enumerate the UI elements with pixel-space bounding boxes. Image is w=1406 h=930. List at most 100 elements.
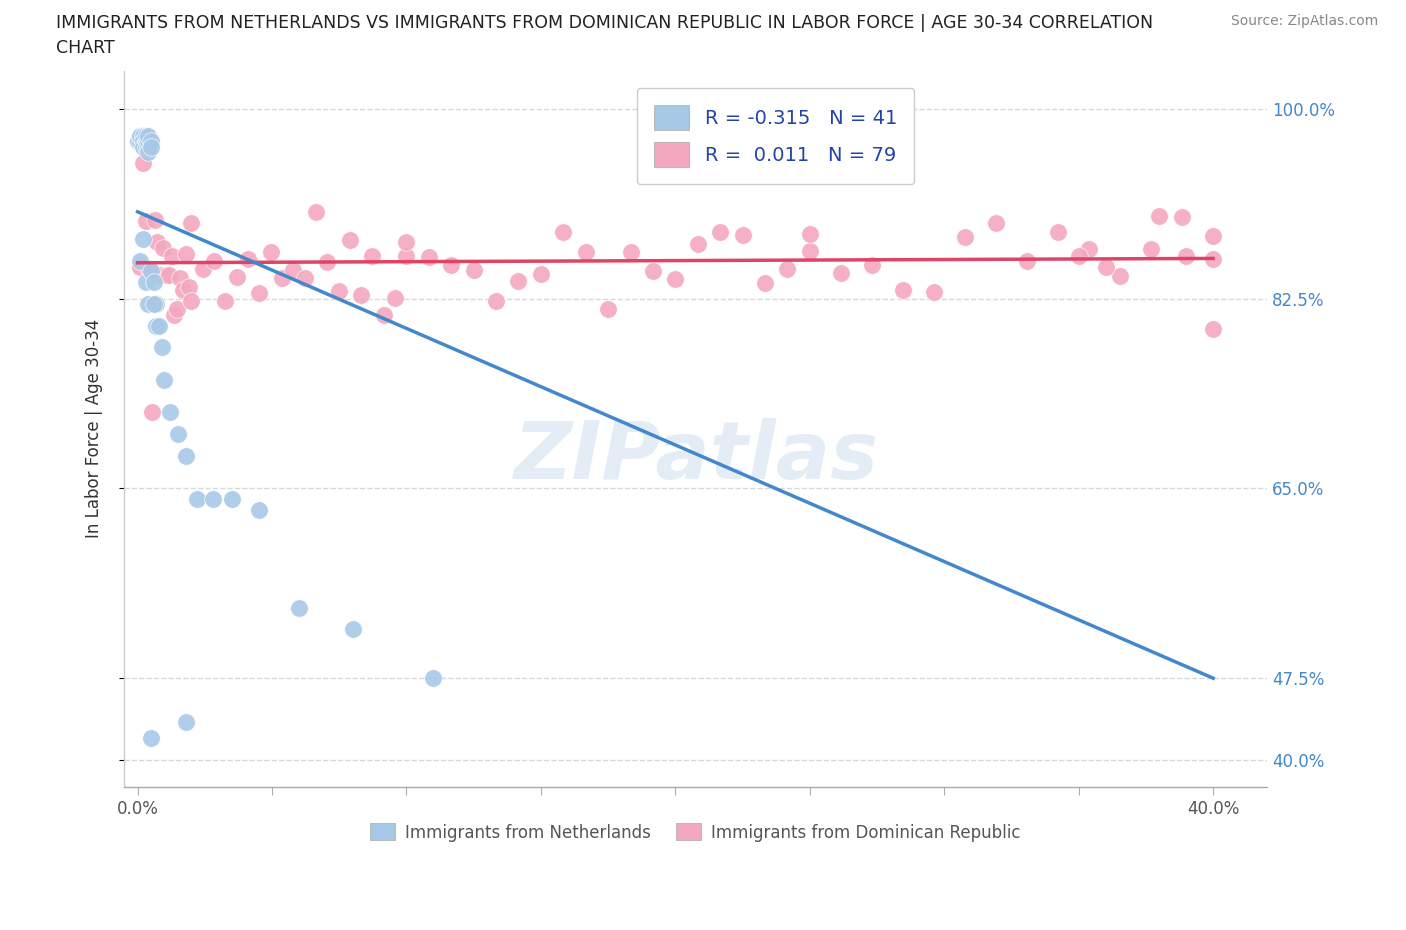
Point (163, 307, 186, 322)
Point (169, 271, 191, 286)
Point (143, 212, 166, 227)
Point (135, 128, 157, 143)
Point (731, 228, 754, 243)
Point (139, 134, 162, 149)
Point (186, 492, 208, 507)
Point (247, 286, 270, 301)
Point (129, 128, 152, 143)
Point (201, 492, 224, 507)
Point (922, 285, 945, 299)
Point (174, 246, 197, 261)
Point (135, 134, 157, 149)
Point (463, 262, 485, 277)
Point (157, 268, 180, 283)
Text: CHART: CHART (56, 39, 115, 57)
Point (305, 205, 328, 219)
Point (1202, 229, 1225, 244)
Point (132, 232, 155, 246)
Point (177, 280, 200, 295)
Point (754, 275, 776, 290)
Point (225, 270, 247, 285)
Point (259, 245, 281, 259)
Y-axis label: In Labor Force | Age 30-34: In Labor Force | Age 30-34 (86, 319, 103, 538)
Point (984, 215, 1007, 230)
Point (350, 287, 373, 302)
Point (159, 405, 181, 419)
Point (153, 373, 176, 388)
Point (440, 258, 463, 272)
Point (145, 297, 167, 312)
Point (166, 302, 188, 317)
Point (152, 241, 174, 256)
Point (142, 297, 165, 312)
Point (294, 271, 316, 286)
Point (891, 282, 914, 297)
Point (418, 249, 440, 264)
Point (172, 283, 194, 298)
Point (127, 134, 149, 149)
Point (139, 264, 162, 279)
Point (598, 301, 620, 316)
Point (132, 155, 155, 170)
Point (553, 225, 575, 240)
Point (167, 427, 190, 442)
Point (135, 214, 157, 229)
Point (485, 294, 508, 309)
Point (1078, 242, 1101, 257)
Point (138, 145, 160, 160)
Point (132, 140, 155, 154)
Point (339, 232, 361, 247)
Point (1202, 252, 1225, 267)
Point (1175, 248, 1198, 263)
Point (145, 318, 167, 333)
Point (139, 140, 162, 154)
Point (1067, 249, 1090, 264)
Point (799, 226, 821, 241)
Point (288, 600, 311, 615)
Point (1171, 209, 1194, 224)
Point (202, 253, 225, 268)
Point (709, 225, 731, 240)
Point (1046, 224, 1069, 239)
Point (138, 128, 160, 143)
Point (180, 293, 202, 308)
Point (142, 275, 165, 290)
Point (1149, 208, 1171, 223)
Point (127, 134, 149, 149)
Point (160, 248, 183, 263)
Point (395, 234, 418, 249)
Point (132, 128, 155, 143)
Point (799, 244, 821, 259)
Point (135, 134, 157, 149)
Text: IMMIGRANTS FROM NETHERLANDS VS IMMIGRANTS FROM DOMINICAN REPUBLIC IN LABOR FORCE: IMMIGRANTS FROM NETHERLANDS VS IMMIGRANT… (56, 14, 1153, 32)
Point (236, 252, 259, 267)
Point (776, 261, 799, 276)
Point (860, 258, 883, 272)
Point (342, 622, 364, 637)
Point (135, 275, 157, 290)
Point (830, 265, 852, 280)
Point (1015, 254, 1038, 269)
Point (422, 671, 444, 685)
Point (575, 245, 598, 259)
Point (373, 308, 395, 323)
Point (384, 290, 406, 305)
Point (1094, 259, 1116, 274)
Point (1109, 269, 1132, 284)
Point (129, 128, 152, 143)
Point (129, 253, 152, 268)
Point (530, 266, 553, 281)
Point (395, 249, 418, 264)
Point (214, 294, 236, 309)
Point (174, 448, 197, 463)
Point (619, 245, 641, 259)
Point (180, 216, 202, 231)
Point (139, 730, 162, 745)
Point (361, 248, 384, 263)
Text: Source: ZipAtlas.com: Source: ZipAtlas.com (1230, 14, 1378, 28)
Point (283, 262, 305, 277)
Point (1140, 242, 1163, 257)
Point (508, 273, 530, 288)
Point (155, 268, 177, 283)
Point (174, 714, 197, 729)
